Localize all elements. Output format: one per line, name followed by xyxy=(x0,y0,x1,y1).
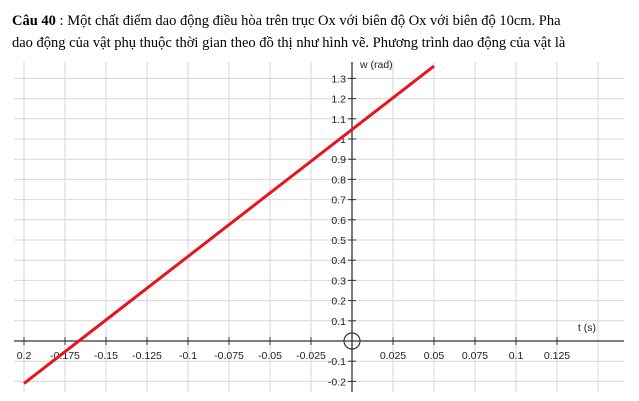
y-tick-label: 1 xyxy=(340,134,346,146)
y-tick-label: 0.5 xyxy=(331,235,346,247)
origin-marker xyxy=(343,332,361,350)
y-tick-label: 0.1 xyxy=(331,316,346,328)
y-tick-label: 0.6 xyxy=(331,215,346,227)
y-tick-label: 1.1 xyxy=(331,114,346,126)
y-tick-label: 0.3 xyxy=(331,275,346,287)
x-tick-label: 0.05 xyxy=(424,350,445,362)
y-tick-label: 0.9 xyxy=(331,154,346,166)
x-tick-label: 0.075 xyxy=(462,350,488,362)
x-tick-label: -0.1 xyxy=(179,350,197,362)
y-axis-label: w (rad) xyxy=(359,59,393,71)
y-tick-label: 0.8 xyxy=(331,174,346,186)
y-tick-label: 1.2 xyxy=(331,94,346,106)
x-tick-label: -0.05 xyxy=(258,350,282,362)
x-axis-label: t (s) xyxy=(578,322,596,334)
x-tick-label: 0.1 xyxy=(509,350,524,362)
x-tick-label: -0.125 xyxy=(132,350,162,362)
question-line2: dao động của vật phụ thuộc thời gian the… xyxy=(12,35,566,51)
x-tick-label: 0.025 xyxy=(380,350,406,362)
x-tick-label: -0.025 xyxy=(296,350,326,362)
question-text: Câu 40 : Một chất điểm dao động điều hòa… xyxy=(12,10,636,54)
y-tick-label: -0.1 xyxy=(328,356,346,368)
y-tick-label: 0.7 xyxy=(331,195,346,207)
x-tick-label: -0.075 xyxy=(214,350,244,362)
question-line1: : Một chất điểm dao động điều hòa trên t… xyxy=(55,13,561,29)
x-tick-label: -0.15 xyxy=(94,350,118,362)
y-tick-label: 0.4 xyxy=(331,255,346,267)
question-number: Câu 40 xyxy=(12,13,56,29)
phase-line xyxy=(23,64,435,385)
y-tick-label: 0.2 xyxy=(331,296,346,308)
y-tick-label: 1.3 xyxy=(331,73,346,85)
x-tick-label: 0.2 xyxy=(17,350,32,362)
y-tick-label: -0.2 xyxy=(328,376,346,388)
x-tick-label: 0.125 xyxy=(544,350,570,362)
